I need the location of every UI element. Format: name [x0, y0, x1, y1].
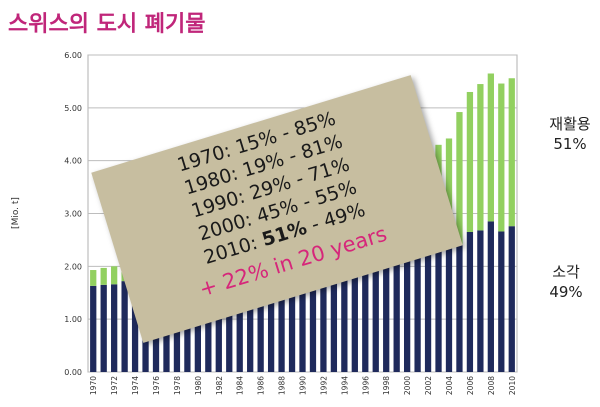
y-tick-label: 4.00 — [64, 157, 82, 166]
bar-incineration — [372, 247, 379, 372]
bar-incineration — [247, 261, 254, 372]
x-tick-label: 1986 — [257, 376, 266, 395]
y-tick-label: 6.00 — [64, 51, 82, 60]
bar-incineration — [445, 238, 453, 372]
bar-incineration — [320, 251, 327, 372]
bar-incineration — [100, 284, 107, 372]
bar-incineration — [299, 253, 306, 372]
bar-incineration — [236, 263, 243, 372]
bar-incineration — [111, 284, 118, 372]
bar-incineration — [477, 230, 484, 372]
incineration-percent: 49% — [549, 283, 583, 301]
x-tick-label: 1998 — [382, 376, 391, 395]
y-tick-label: 1.00 — [64, 315, 82, 324]
bar-incineration — [330, 252, 338, 372]
x-tick-label: 2002 — [424, 376, 433, 395]
bar-recycling — [90, 270, 97, 286]
bar-incineration — [131, 273, 139, 372]
x-tick-label: 1970 — [89, 376, 98, 395]
bar-incineration — [456, 244, 463, 372]
bar-incineration — [393, 245, 400, 372]
bar-recycling — [487, 73, 494, 222]
bar-incineration — [288, 254, 296, 372]
x-tick-label: 2008 — [487, 376, 496, 395]
x-tick-label: 1980 — [194, 376, 203, 395]
x-tick-label: 1972 — [110, 376, 119, 395]
x-tick-label: 1974 — [131, 376, 140, 395]
x-tick-label: 1988 — [278, 376, 287, 395]
bar-recycling — [477, 84, 484, 231]
y-axis-label: [Mio. t] — [11, 197, 21, 229]
bar-recycling — [498, 83, 505, 232]
bar-incineration — [383, 246, 390, 372]
bar-incineration — [267, 256, 275, 372]
y-tick-label: 0.00 — [64, 368, 82, 377]
bar-incineration — [309, 252, 317, 372]
x-tick-label: 2006 — [466, 376, 475, 395]
incineration-legend: 소각 49% — [540, 262, 592, 302]
bar-incineration — [341, 251, 348, 372]
bar-incineration — [435, 239, 442, 372]
bar-recycling — [100, 267, 107, 285]
bar-incineration — [498, 231, 505, 372]
bar-incineration — [121, 281, 128, 372]
bar-recycling — [111, 266, 118, 285]
x-tick-label: 1996 — [361, 376, 370, 395]
x-tick-label: 1992 — [319, 376, 328, 395]
bar-recycling — [508, 78, 515, 227]
axes: 0.00 1.00 2.00 3.00 4.00 5.00 6.00 1970 1972 1974… — [64, 51, 517, 395]
x-tick-label: 1982 — [215, 376, 224, 395]
x-tick-label: 2010 — [508, 376, 517, 395]
bar-incineration — [351, 250, 358, 372]
recycling-percent: 51% — [553, 135, 587, 153]
page-title: 스위스의 도시 폐기물 — [8, 12, 206, 37]
bar-incineration — [90, 285, 97, 372]
x-tick-label: 1976 — [152, 376, 161, 395]
x-tick-label: 1978 — [173, 376, 182, 395]
bar-incineration — [424, 240, 432, 372]
bar-recycling — [456, 112, 463, 245]
bar-incineration — [466, 231, 474, 372]
x-tick-label: 1994 — [340, 376, 349, 395]
bar-incineration — [487, 221, 494, 372]
bar-incineration — [257, 258, 264, 372]
y-tick-label: 3.00 — [64, 210, 82, 219]
bar-incineration — [278, 255, 285, 372]
x-tick-label: 1990 — [299, 376, 308, 395]
y-tick-label: 5.00 — [64, 104, 82, 113]
y-tick-label: 2.00 — [64, 262, 82, 271]
x-tick-label: 1984 — [236, 376, 245, 395]
recycling-label: 재활용 — [549, 115, 591, 133]
bar-incineration — [362, 249, 369, 372]
x-tick-label: 2000 — [403, 376, 412, 395]
bar-recycling — [466, 91, 474, 232]
bar-incineration — [508, 226, 515, 372]
bar-incineration — [403, 244, 411, 372]
incineration-label: 소각 — [552, 263, 580, 281]
bar-incineration — [414, 242, 421, 372]
bar-recycling — [445, 138, 453, 239]
x-tick-label: 2004 — [445, 376, 454, 395]
bar-incineration — [226, 264, 233, 372]
recycling-legend: 재활용 51% — [538, 114, 600, 154]
